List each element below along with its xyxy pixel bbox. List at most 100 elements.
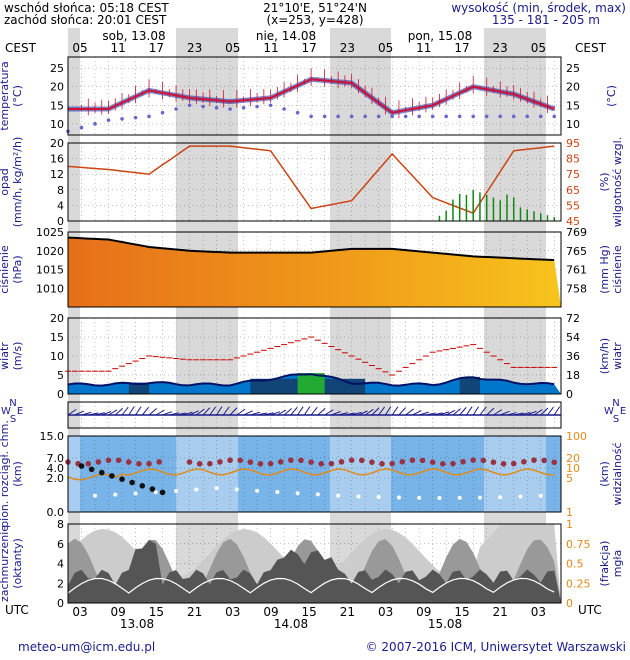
fog-ylabel-right-b: mgła	[611, 550, 624, 578]
pressure-tick-right: 769	[566, 226, 587, 239]
wind-direction-arrow	[472, 406, 480, 416]
wind-ylabel-right-a: (km/h)	[598, 338, 611, 374]
precip-ylabel-left-b: (mm/h, kg/m²/h)	[11, 137, 24, 228]
wind-direction-arrow	[398, 407, 406, 416]
dewpoint-point	[390, 114, 394, 119]
cloud-base-point	[409, 457, 416, 463]
visibility-band	[484, 436, 546, 512]
fog-point	[498, 495, 503, 500]
cloud-base-point	[227, 457, 233, 464]
utc-tick: 09	[111, 605, 126, 619]
cloud-base-point	[450, 460, 456, 467]
wind-direction-arrow	[486, 407, 495, 416]
dewpoint-point	[214, 105, 219, 110]
wind-area-peak	[297, 373, 325, 394]
temp-tick-left: 15	[50, 99, 64, 112]
wind-direction-arrow	[88, 412, 99, 416]
cloud-base-point	[358, 457, 365, 464]
temp-ylabel-right: (°C)	[605, 85, 618, 107]
temp-tick-right: 25	[566, 62, 580, 75]
wind-tick-right: 72	[566, 312, 580, 325]
fog-point	[174, 488, 179, 493]
wind-tick-right: 0	[566, 388, 573, 401]
wind-direction-arrow	[283, 408, 292, 416]
wind-direction-arrow	[527, 410, 537, 416]
cloud-tick-left: 4	[57, 558, 64, 571]
wind-direction-arrow	[432, 412, 443, 416]
humidity-tick-right: 65	[566, 184, 580, 197]
cloud-base-point	[419, 457, 426, 464]
day-label-top: pon, 15.08	[408, 29, 473, 43]
cest-tick: 23	[187, 41, 202, 55]
wind-direction-arrow	[344, 412, 355, 416]
dewpoint-point	[255, 104, 259, 109]
pressure-line	[67, 236, 555, 262]
wind-direction-arrow	[506, 412, 517, 416]
dewpoint-point	[187, 103, 192, 108]
dewpoint-point	[430, 114, 435, 119]
day-label-bottom: 13.08	[120, 617, 154, 631]
precip-tick-left: 16	[50, 153, 64, 166]
wind-direction-arrow	[425, 412, 436, 416]
temp-tick-right: 10	[566, 118, 580, 131]
pressure-ylabel-right-b: ciśnienie	[611, 245, 624, 294]
dewpoint-point	[295, 110, 300, 115]
cloud-base-point	[480, 457, 487, 464]
dewpoint-point	[403, 114, 408, 119]
wind-tick-right: 36	[566, 350, 580, 363]
fog-tick-right: 1	[566, 518, 573, 531]
dewpoint-point	[309, 114, 313, 119]
temperature-frame	[67, 56, 562, 136]
dewpoint-point	[538, 114, 543, 119]
fog-point	[376, 495, 381, 500]
wind-direction-arrow	[466, 406, 473, 416]
low-cloud-point	[88, 466, 95, 473]
low-cloud-point	[109, 473, 115, 479]
cest-tick: 05	[72, 41, 87, 55]
wind-direction-arrow	[378, 406, 385, 416]
wind-tick-right: 18	[566, 369, 580, 382]
cest-tick: 11	[263, 41, 278, 55]
vis-tick-left: 15.0	[40, 430, 65, 443]
fog-point	[336, 493, 341, 498]
pressure-tick-left: 1010	[36, 282, 64, 295]
shade-band-2	[330, 28, 391, 603]
cest-tick: 05	[531, 41, 546, 55]
dewpoint-point	[120, 117, 124, 121]
cloud-base-point	[348, 457, 355, 463]
cloud-base-point	[85, 460, 92, 467]
cloud-ylabel-left-a: zachmurzenie	[0, 525, 11, 602]
wind-ylabel-left-b: (m/s)	[11, 342, 24, 371]
vis-tick-left: 2.0	[47, 472, 65, 485]
cloud-base-point	[146, 460, 152, 467]
wind-direction-arrow	[135, 406, 142, 416]
height-title: wysokość (min, środek, max)	[451, 1, 626, 15]
wind-tick-left: 5	[57, 369, 64, 382]
wind-ylabel-right-b: wiatr	[611, 342, 624, 370]
dewpoint-point	[282, 107, 286, 111]
footer-email[interactable]: meteo-um@icm.edu.pl	[18, 640, 156, 654]
dewpoint-point	[363, 114, 367, 119]
utc-tick: 21	[340, 605, 355, 619]
wind-direction-arrow	[351, 411, 362, 416]
cloud-base-point	[156, 459, 162, 465]
fog-point	[518, 494, 523, 499]
dewpoint-point	[457, 114, 462, 119]
utc-label-right: UTC	[578, 603, 602, 617]
cloud-tick-left: 8	[57, 518, 64, 531]
vis-tick-right: 20	[566, 452, 580, 465]
cest-tick: 11	[416, 41, 431, 55]
wind-direction-arrow	[196, 408, 205, 416]
wind-direction-arrow	[216, 406, 223, 416]
wind-direction-arrow	[236, 408, 246, 416]
sunrise-text: wschód słońca: 05:18 CEST	[4, 1, 169, 15]
wind-direction-arrow	[317, 407, 326, 416]
fog-point	[538, 493, 543, 498]
wind-direction-arrow	[405, 408, 414, 416]
utc-tick: 21	[493, 605, 508, 619]
wind-ylabel-left-a: wiatr	[0, 342, 11, 370]
humidity-tick-right: 45	[566, 215, 580, 228]
compass-left-W: W	[1, 406, 11, 417]
pressure-ylabel-left-b: (hPa)	[11, 255, 24, 283]
humidity-ylabel-right-b: wilgotność wzgl.	[611, 137, 624, 227]
